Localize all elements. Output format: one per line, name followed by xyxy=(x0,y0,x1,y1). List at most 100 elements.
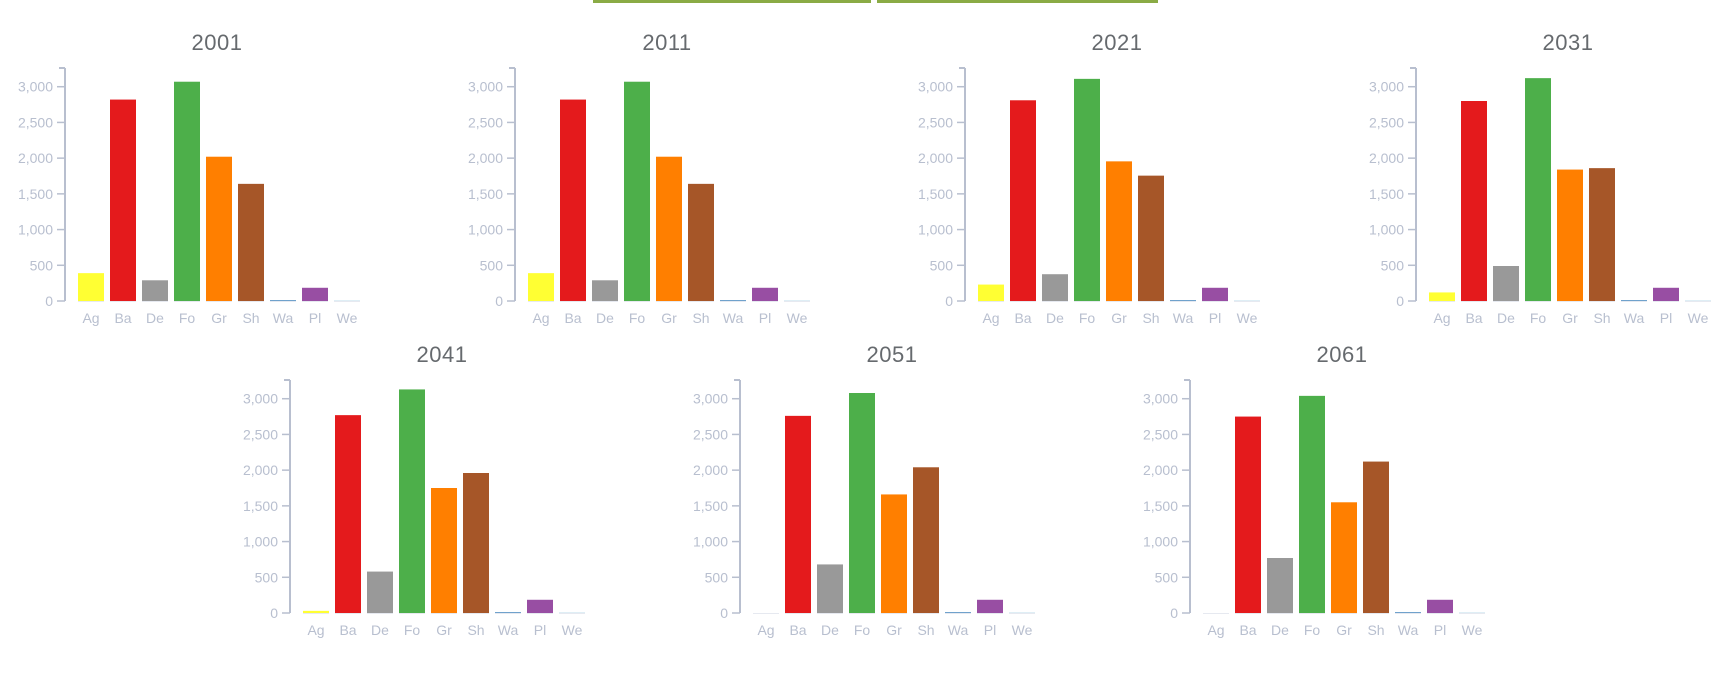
x-tick-label: Sh xyxy=(1593,310,1610,326)
bar-wa xyxy=(495,612,521,613)
x-tick-label: Gr xyxy=(886,622,902,638)
bar-de xyxy=(1042,274,1068,301)
chart-title: 2031 xyxy=(1542,30,1594,55)
y-tick-label: 0 xyxy=(270,605,278,621)
bar-ag xyxy=(303,610,329,613)
bar-sh xyxy=(463,473,489,613)
y-tick-label: 2,500 xyxy=(1143,426,1178,442)
y-tick-label: 1,500 xyxy=(468,186,503,202)
bar-ba xyxy=(1010,100,1036,302)
x-tick-label: Gr xyxy=(1111,310,1127,326)
y-tick-label: 3,000 xyxy=(243,391,278,407)
x-tick-label: De xyxy=(1497,310,1515,326)
y-tick-label: 500 xyxy=(1155,569,1179,585)
x-tick-label: Ag xyxy=(532,310,549,326)
y-tick-label: 1,000 xyxy=(18,222,53,238)
bar-pl xyxy=(527,599,553,613)
x-tick-label: Pl xyxy=(309,310,321,326)
y-tick-label: 2,000 xyxy=(18,150,53,166)
bar-fo xyxy=(624,81,650,301)
y-tick-label: 0 xyxy=(1170,605,1178,621)
bar-wa xyxy=(270,300,296,301)
chart-title: 2051 xyxy=(866,342,918,367)
x-tick-label: Fo xyxy=(404,622,421,638)
x-tick-label: Wa xyxy=(723,310,744,326)
bar-sh xyxy=(238,183,264,301)
bar-sh xyxy=(688,183,714,301)
y-tick-label: 2,500 xyxy=(18,114,53,130)
y-tick-label: 500 xyxy=(705,569,729,585)
bar-gr xyxy=(1557,169,1583,301)
x-tick-label: Ba xyxy=(339,622,356,638)
x-tick-label: We xyxy=(1012,622,1033,638)
chart-title: 2061 xyxy=(1316,342,1368,367)
x-tick-label: De xyxy=(371,622,389,638)
bar-chart-svg: 0 500 1,000 1,500 2,000 2,500 3,000 Ag Ba De Fo Gr S… xyxy=(468,67,810,326)
bar-wa xyxy=(1621,300,1647,301)
bar-chart-svg: 0 500 1,000 1,500 2,000 2,500 3,000 Ag Ba De Fo Gr S… xyxy=(693,379,1035,638)
x-tick-label: Wa xyxy=(1624,310,1645,326)
y-tick-label: 2,000 xyxy=(468,150,503,166)
bar-chart-svg: 0 500 1,000 1,500 2,000 2,500 3,000 Ag Ba De Fo Gr S… xyxy=(1143,379,1485,638)
x-tick-label: Pl xyxy=(534,622,546,638)
x-tick-label: Wa xyxy=(1173,310,1194,326)
y-tick-label: 3,000 xyxy=(1369,79,1404,95)
bar-gr xyxy=(1331,502,1357,613)
x-tick-label: Gr xyxy=(661,310,677,326)
x-tick-label: Sh xyxy=(1367,622,1384,638)
bar-fo xyxy=(1074,78,1100,301)
x-tick-label: De xyxy=(596,310,614,326)
y-tick-label: 1,500 xyxy=(243,498,278,514)
x-tick-label: Wa xyxy=(273,310,294,326)
bar-sh xyxy=(913,467,939,613)
bar-ag xyxy=(978,284,1004,301)
y-tick-label: 1,500 xyxy=(18,186,53,202)
bar-de xyxy=(592,280,618,301)
x-tick-label: Pl xyxy=(984,622,996,638)
bar-de xyxy=(1267,558,1293,613)
x-tick-label: Wa xyxy=(1398,622,1419,638)
x-tick-label: De xyxy=(146,310,164,326)
chart-panel-2031: 2031 0 500 1,000 1,500 2,000 2,500 3,000 Ag Ba De… xyxy=(1369,0,1720,326)
x-tick-label: De xyxy=(1046,310,1064,326)
x-tick-label: Ba xyxy=(564,310,581,326)
y-tick-label: 2,500 xyxy=(468,114,503,130)
bar-ba xyxy=(335,415,361,613)
y-tick-label: 2,500 xyxy=(693,426,728,442)
bar-chart-svg: 0 500 1,000 1,500 2,000 2,500 3,000 Ag Ba De Fo Gr S… xyxy=(918,67,1260,326)
y-tick-label: 0 xyxy=(45,293,53,309)
y-tick-label: 1,000 xyxy=(1369,222,1404,238)
x-tick-label: Ag xyxy=(1207,622,1224,638)
bar-fo xyxy=(174,81,200,301)
chart-panel-2061: 2061 0 500 1,000 1,500 2,000 2,500 3,000 Ag Ba De… xyxy=(1143,312,1532,638)
x-tick-label: Wa xyxy=(948,622,969,638)
chart-title: 2011 xyxy=(642,30,692,55)
bar-sh xyxy=(1589,168,1615,301)
x-tick-label: Sh xyxy=(692,310,709,326)
bar-ba xyxy=(1235,416,1261,613)
tab-right[interactable] xyxy=(877,0,1158,3)
bar-ba xyxy=(110,99,136,301)
x-tick-label: Pl xyxy=(759,310,771,326)
bar-de xyxy=(367,571,393,613)
x-tick-label: Sh xyxy=(467,622,484,638)
bar-pl xyxy=(752,287,778,301)
x-tick-label: Sh xyxy=(1142,310,1159,326)
bar-ba xyxy=(1461,101,1487,301)
bar-chart-svg: 0 500 1,000 1,500 2,000 2,500 3,000 Ag Ba De Fo Gr S… xyxy=(243,379,585,638)
x-tick-label: Ag xyxy=(982,310,999,326)
y-tick-label: 2,000 xyxy=(693,462,728,478)
x-tick-label: Ba xyxy=(114,310,131,326)
x-tick-label: We xyxy=(1688,310,1709,326)
x-tick-label: Pl xyxy=(1209,310,1221,326)
bar-de xyxy=(817,564,843,613)
x-tick-label: We xyxy=(337,310,358,326)
x-tick-label: Fo xyxy=(1079,310,1096,326)
x-tick-label: We xyxy=(1237,310,1258,326)
x-tick-label: Ag xyxy=(1433,310,1450,326)
bar-ba xyxy=(560,99,586,301)
bar-chart-svg: 0 500 1,000 1,500 2,000 2,500 3,000 Ag Ba De Fo Gr S… xyxy=(1369,67,1711,326)
x-tick-label: Fo xyxy=(629,310,646,326)
tab-left[interactable] xyxy=(593,0,871,3)
y-tick-label: 1,000 xyxy=(243,534,278,550)
